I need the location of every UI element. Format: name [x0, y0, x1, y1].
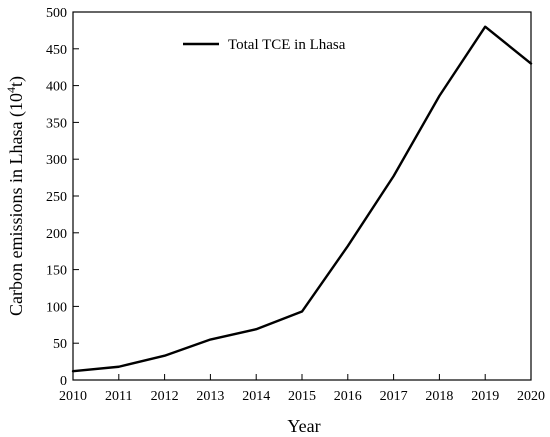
y-tick-label: 400	[46, 80, 67, 95]
y-tick-label: 500	[46, 6, 67, 21]
x-tick-label: 2012	[151, 389, 179, 404]
x-tick-label: 2011	[105, 389, 132, 404]
y-axis-label: Carbon emissions in Lhasa (104t)	[4, 76, 27, 316]
x-tick-label: 2014	[242, 389, 270, 404]
series-line-total-tce	[71, 25, 533, 373]
y-tick-label: 350	[46, 116, 67, 131]
x-tick-label: 2020	[517, 389, 545, 404]
x-axis: 2010 2011 2012 2013 2014 2015 2016 2017 2018 2019…	[59, 374, 545, 404]
y-axis-label-main: Carbon emissions in Lhasa (10	[6, 93, 27, 316]
y-tick-label: 50	[53, 337, 67, 352]
x-tick-label: 2016	[334, 389, 362, 404]
legend-label: Total TCE in Lhasa	[228, 37, 346, 53]
y-tick-label: 200	[46, 227, 67, 242]
x-tick-label: 2013	[196, 389, 224, 404]
x-axis-label: Year	[287, 416, 320, 436]
x-tick-label: 2010	[59, 389, 87, 404]
y-axis-label-end: t)	[6, 76, 27, 87]
y-tick-label: 0	[60, 374, 67, 389]
x-tick-label: 2015	[288, 389, 316, 404]
y-tick-label: 250	[46, 190, 67, 205]
y-axis-label-superscript: 4	[4, 87, 18, 93]
x-tick-label: 2019	[471, 389, 499, 404]
y-tick-label: 150	[46, 264, 67, 279]
y-tick-label: 300	[46, 153, 67, 168]
legend: Total TCE in Lhasa	[183, 37, 346, 53]
x-tick-label: 2017	[380, 389, 408, 404]
plot-frame	[72, 11, 532, 381]
y-tick-label: 100	[46, 300, 67, 315]
y-tick-label: 450	[46, 43, 67, 58]
x-tick-label: 2018	[425, 389, 453, 404]
y-axis: 0 50 100 150 200 250 300 350 400 450 500	[46, 6, 79, 389]
